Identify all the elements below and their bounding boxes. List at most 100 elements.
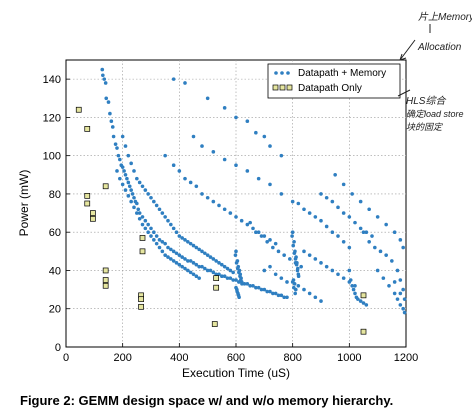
data-point-datapath-memory: [336, 272, 340, 277]
data-point-datapath-memory: [347, 245, 352, 250]
data-point-datapath-memory: [140, 215, 145, 219]
data-point-datapath-memory: [143, 226, 148, 231]
data-point-datapath-memory: [353, 291, 357, 296]
data-point-datapath-memory: [108, 111, 112, 116]
y-tick-label: 40: [49, 265, 61, 277]
data-point-datapath-memory: [120, 182, 125, 187]
data-point-datapath-only: [138, 296, 144, 303]
data-point-datapath-memory: [191, 134, 196, 139]
data-point-datapath-memory: [183, 266, 187, 271]
data-point-datapath-memory: [211, 150, 216, 154]
data-point-datapath-memory: [390, 259, 394, 263]
data-point-datapath-memory: [268, 144, 272, 148]
data-point-datapath-memory: [273, 241, 278, 246]
data-point-datapath-memory: [290, 234, 294, 238]
data-point-datapath-memory: [245, 119, 250, 124]
data-point-datapath-only: [139, 235, 146, 241]
data-point-datapath-memory: [174, 251, 179, 256]
data-point-datapath-memory: [279, 192, 284, 196]
legend-label-datapath-only: Datapath Only: [298, 83, 362, 94]
data-point-datapath-memory: [235, 289, 239, 294]
data-point-datapath-memory: [302, 207, 306, 212]
data-point-datapath-memory: [373, 245, 377, 250]
data-point-datapath-memory: [171, 163, 176, 168]
data-point-datapath-memory: [132, 169, 136, 173]
data-point-datapath-memory: [398, 278, 403, 282]
data-point-datapath-memory: [330, 199, 335, 204]
data-point-datapath-memory: [125, 176, 129, 181]
data-point-datapath-memory: [262, 234, 267, 238]
data-point-datapath-memory: [268, 264, 272, 269]
data-point-datapath-memory: [129, 199, 133, 204]
data-point-datapath-memory: [211, 270, 216, 275]
data-point-datapath-memory: [348, 278, 353, 282]
data-point-datapath-memory: [177, 262, 182, 267]
data-point-datapath-memory: [242, 282, 247, 286]
data-point-datapath-memory: [259, 287, 264, 292]
y-tick-label: 120: [43, 112, 61, 124]
data-point-datapath-memory: [341, 182, 346, 187]
data-point-datapath-memory: [146, 192, 150, 196]
data-point-datapath-memory: [319, 218, 323, 223]
data-point-datapath-memory: [120, 134, 125, 139]
data-point-datapath-memory: [358, 199, 363, 204]
data-point-datapath-memory: [228, 211, 233, 215]
data-point-datapath-memory: [135, 201, 139, 206]
data-point-datapath-memory: [319, 261, 323, 265]
data-point-datapath-memory: [183, 176, 187, 181]
data-point-datapath-memory: [225, 276, 230, 280]
data-point-datapath-memory: [356, 297, 360, 301]
data-point-datapath-only: [102, 183, 109, 190]
data-point-datapath-memory: [234, 163, 238, 168]
data-point-datapath-memory: [358, 299, 363, 303]
data-point-datapath-only: [211, 321, 218, 327]
data-point-datapath-memory: [370, 234, 374, 238]
data-point-datapath-memory: [186, 259, 190, 263]
data-point-datapath-memory: [239, 218, 244, 223]
data-point-datapath-memory: [235, 266, 240, 271]
data-point-datapath-memory: [291, 243, 296, 248]
data-point-datapath-only: [102, 282, 109, 289]
data-point-datapath-memory: [364, 230, 369, 234]
data-point-datapath-memory: [183, 81, 187, 85]
data-point-datapath-memory: [234, 285, 238, 290]
data-point-datapath-memory: [395, 268, 400, 273]
x-axis-ticks: 0 200 400 600 800 1000 1200: [63, 343, 418, 364]
data-point-datapath-memory: [392, 291, 397, 296]
data-point-datapath-memory: [163, 153, 167, 158]
data-point-datapath-memory: [254, 230, 258, 234]
y-tick-label: 60: [49, 227, 61, 239]
y-tick-label: 0: [55, 342, 61, 354]
handwriting-1: 片上Memory: [418, 11, 472, 23]
data-point-datapath-memory: [194, 262, 199, 267]
data-point-datapath-memory: [222, 106, 227, 110]
legend-label-datapath-memory: Datapath + Memory: [298, 68, 386, 79]
data-point-datapath-memory: [126, 153, 131, 158]
data-point-datapath-memory: [256, 230, 261, 234]
data-point-datapath-memory: [113, 142, 118, 146]
y-axis-label: Power (mW): [17, 170, 31, 237]
data-point-datapath-memory: [171, 249, 176, 254]
data-point-datapath-memory: [104, 96, 109, 101]
data-point-datapath-memory: [129, 188, 133, 192]
data-point-datapath-memory: [180, 255, 184, 259]
data-point-datapath-memory: [183, 257, 187, 261]
data-point-datapath-memory: [115, 146, 119, 150]
data-point-datapath-memory: [324, 264, 329, 269]
data-point-datapath-memory: [191, 261, 196, 265]
data-point-datapath-memory: [245, 222, 250, 227]
x-tick-label: 600: [227, 352, 245, 364]
data-point-datapath-memory: [123, 173, 128, 177]
data-point-datapath-memory: [123, 188, 128, 192]
data-point-datapath-memory: [319, 299, 323, 303]
data-point-datapath-memory: [154, 203, 159, 208]
data-point-datapath-memory: [146, 230, 150, 234]
data-point-datapath-memory: [152, 199, 156, 204]
data-point-datapath-memory: [295, 268, 300, 273]
data-point-datapath-memory: [262, 287, 267, 292]
data-point-datapath-only: [139, 248, 146, 255]
handwriting-5: 块的固定: [406, 122, 443, 132]
data-point-datapath-memory: [265, 239, 269, 244]
data-point-datapath-memory: [330, 230, 335, 234]
